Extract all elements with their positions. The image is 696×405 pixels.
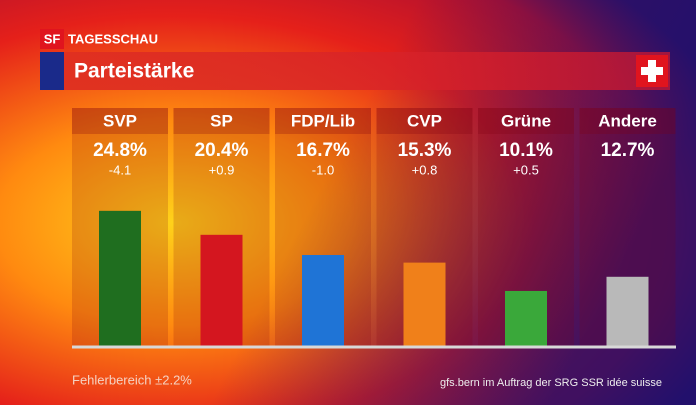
logo-box	[40, 29, 64, 49]
category-label: SVP	[103, 111, 137, 130]
bar	[505, 290, 547, 346]
title-accent	[40, 52, 64, 90]
flag-cross	[641, 67, 663, 75]
value-label: 15.3%	[398, 140, 452, 161]
category-label: Andere	[598, 111, 657, 130]
value-label: 10.1%	[499, 140, 553, 161]
category-label: SP	[210, 111, 233, 130]
change-label: -4.1	[109, 162, 131, 177]
value-label: 20.4%	[195, 140, 249, 161]
value-label: 24.8%	[93, 140, 147, 161]
title-bar	[40, 52, 670, 90]
bar	[606, 276, 649, 346]
value-label: 12.7%	[601, 140, 655, 161]
change-label: +0.9	[209, 162, 235, 177]
value-label: 16.7%	[296, 140, 350, 161]
source: gfs.bern im Auftrag der SRG SSR idée sui…	[440, 377, 662, 389]
column-header	[173, 108, 270, 134]
category-label: Grüne	[501, 111, 551, 130]
column-header	[579, 108, 676, 134]
bar	[99, 210, 141, 346]
column-header	[478, 108, 574, 134]
logo: SF	[44, 31, 61, 46]
program-name: TAGESSCHAU	[68, 31, 158, 46]
category-label: CVP	[407, 111, 442, 130]
bar	[302, 254, 344, 346]
column-header	[275, 108, 371, 134]
footnote: Fehlerbereich ±2.2%	[72, 372, 192, 387]
change-label: +0.5	[513, 162, 539, 177]
column-header	[376, 108, 473, 134]
bar	[200, 234, 243, 346]
change-label: -1.0	[312, 162, 334, 177]
chart-title: Parteistärke	[74, 60, 194, 83]
column-header	[72, 108, 168, 134]
plot: SVP 24.8%-4.1 SP 20.4%+0.9 FDP/Lib 16.7%-1.0 C…	[72, 108, 676, 347]
category-label: FDP/Lib	[291, 111, 355, 130]
bar	[403, 262, 446, 346]
change-label: +0.8	[412, 162, 438, 177]
